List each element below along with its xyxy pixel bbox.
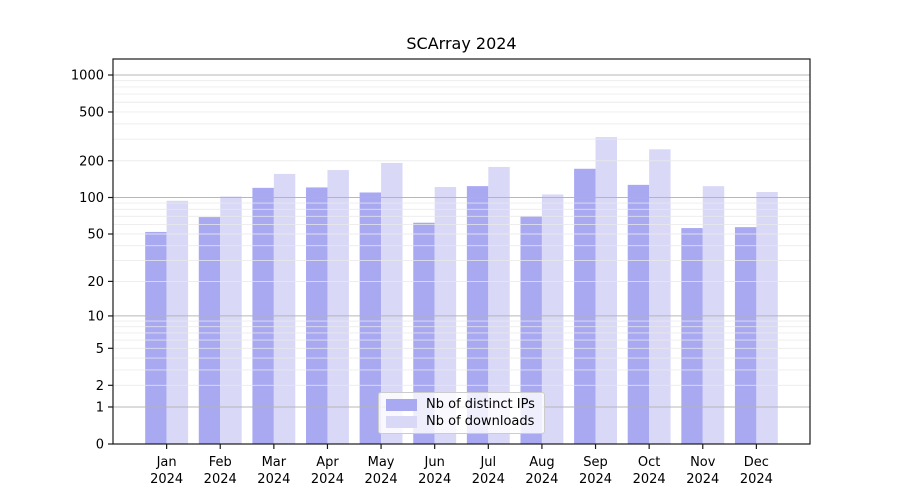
y-tick-label: 2 xyxy=(96,379,104,394)
x-tick-label-year: 2024 xyxy=(633,472,666,487)
x-tick-label-month: Sep xyxy=(583,455,608,470)
x-tick-label-month: Jan xyxy=(156,455,177,470)
y-tick-label: 0 xyxy=(96,438,104,453)
plot-spines xyxy=(112,58,811,445)
x-tick-label-month: Jun xyxy=(424,455,445,470)
bar-ips-feb xyxy=(198,217,221,444)
x-tick-label-year: 2024 xyxy=(418,472,451,487)
x-tick-label-year: 2024 xyxy=(472,472,505,487)
legend-swatch-downloads xyxy=(386,415,417,428)
bar-downloads-nov xyxy=(702,186,725,444)
bar-ips-may xyxy=(359,192,382,444)
legend-item-downloads: Nb of downloads xyxy=(386,414,537,429)
bar-ips-aug xyxy=(520,216,542,444)
y-tick-label: 100 xyxy=(79,191,104,206)
bar-ips-oct xyxy=(627,184,650,445)
x-tick-label-month: Nov xyxy=(690,455,716,470)
x-tick-label-year: 2024 xyxy=(204,472,237,487)
x-tick-label-month: Feb xyxy=(209,455,232,470)
x-tick-label-month: Apr xyxy=(316,455,339,470)
x-tick-label-month: Mar xyxy=(262,455,287,470)
x-tick-label-year: 2024 xyxy=(311,472,344,487)
y-tick-label: 1000 xyxy=(71,69,104,84)
bar-downloads-jul xyxy=(488,166,510,444)
x-tick-label-year: 2024 xyxy=(579,472,612,487)
bar-downloads-aug xyxy=(541,194,564,444)
y-tick-label: 10 xyxy=(87,309,104,324)
chart-title: SCArray 2024 xyxy=(406,34,517,53)
bar-ips-dec xyxy=(734,227,757,444)
y-tick-label: 5 xyxy=(96,342,104,357)
x-tick-label-month: Jul xyxy=(479,455,496,470)
x-tick-label-year: 2024 xyxy=(686,472,719,487)
bar-downloads-sep xyxy=(595,137,617,444)
x-tick-label-month: Oct xyxy=(638,455,660,470)
bar-ips-jan xyxy=(145,231,167,444)
bar-downloads-mar xyxy=(273,173,296,444)
y-tick-label: 200 xyxy=(79,154,104,169)
y-tick-label: 500 xyxy=(79,105,104,120)
bar-ips-sep xyxy=(574,168,596,444)
legend-item-distinct-ips: Nb of distinct IPs xyxy=(386,397,537,412)
bar-ips-jul xyxy=(466,186,489,444)
x-tick-label-month: May xyxy=(368,455,395,470)
x-tick-label-year: 2024 xyxy=(525,472,558,487)
bar-downloads-feb xyxy=(220,196,242,444)
y-tick-label: 1 xyxy=(96,400,104,415)
x-tick-label-month: Dec xyxy=(744,455,769,470)
legend-label-downloads: Nb of downloads xyxy=(426,414,535,429)
bar-downloads-jan xyxy=(166,200,189,444)
x-tick-label-year: 2024 xyxy=(740,472,773,487)
y-tick-label: 20 xyxy=(87,275,104,290)
legend-label-distinct-ips: Nb of distinct IPs xyxy=(426,397,535,412)
y-tick-label: 50 xyxy=(87,228,104,243)
x-tick-label-month: Aug xyxy=(529,455,554,470)
bar-ips-nov xyxy=(681,228,703,444)
legend-swatch-distinct-ips xyxy=(386,398,417,411)
x-tick-label-year: 2024 xyxy=(365,472,398,487)
bar-downloads-oct xyxy=(649,149,671,444)
bar-downloads-may xyxy=(381,162,403,444)
legend: Nb of distinct IPs Nb of downloads xyxy=(378,392,545,434)
x-tick-label-year: 2024 xyxy=(150,472,183,487)
x-tick-label-year: 2024 xyxy=(257,472,290,487)
bar-downloads-apr xyxy=(327,170,349,444)
bar-downloads-dec xyxy=(756,191,778,444)
